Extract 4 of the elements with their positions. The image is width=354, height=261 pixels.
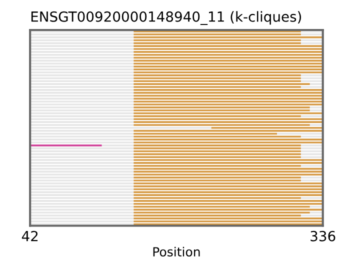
chart-title: ENSGT00920000148940_11 (k-cliques) <box>31 11 302 25</box>
x-axis-title: Position <box>153 246 200 257</box>
x-tick-label: 42 <box>22 230 38 242</box>
x-tick-label: 336 <box>310 230 336 242</box>
